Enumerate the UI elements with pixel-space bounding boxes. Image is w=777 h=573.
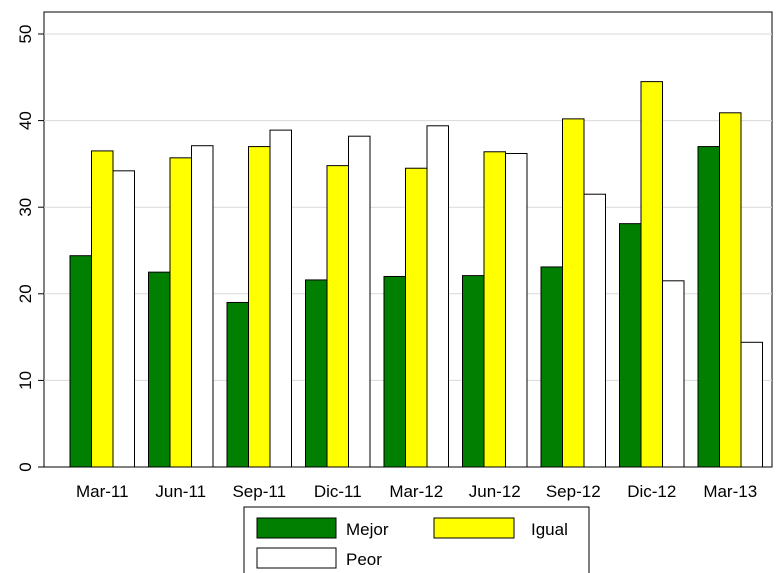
bar-igual-mar-13 [719, 112, 742, 468]
bar-igual-sep-12 [562, 118, 585, 468]
bar-igual-dic-11 [326, 165, 349, 468]
bar-igual-dic-12 [640, 81, 663, 468]
bar-peor-dic-11 [348, 135, 371, 468]
y-tick-label: 50 [16, 25, 35, 44]
bar-peor-dic-12 [662, 280, 685, 468]
x-axis: Mar-11 Jun-11 Sep-11 Dic-11 Mar-12 Jun-12 Sep-… [76, 482, 757, 501]
bar-mejor-mar-13 [697, 146, 720, 468]
bar-mejor-sep-11 [226, 301, 249, 468]
x-tick-label: Dic-12 [627, 482, 676, 501]
legend-swatch-mejor [256, 517, 337, 539]
x-tick-label: Jun-11 [155, 482, 206, 501]
bar-peor-sep-12 [583, 193, 606, 468]
bar-peor-mar-12 [426, 125, 449, 468]
bar-peor-mar-11 [112, 170, 135, 468]
bar-igual-jun-11 [169, 157, 192, 468]
bar-peor-sep-11 [269, 129, 292, 468]
bar-mejor-jun-12 [462, 275, 485, 468]
x-tick-label: Sep-11 [232, 482, 286, 501]
y-tick-label: 10 [16, 371, 35, 390]
bar-mejor-jun-11 [148, 271, 171, 468]
x-tick-label: Mar-12 [389, 482, 443, 501]
bar-igual-jun-12 [483, 151, 506, 468]
legend-label-igual: Igual [531, 520, 568, 539]
legend-label-peor: Peor [346, 550, 382, 569]
bar-igual-sep-11 [248, 146, 271, 468]
x-tick-label: Jun-12 [469, 482, 521, 501]
bar-mejor-mar-12 [383, 275, 406, 468]
bar-mejor-mar-11 [69, 255, 92, 468]
bar-mejor-sep-12 [540, 266, 563, 468]
y-tick-label: 20 [16, 284, 35, 303]
bar-peor-jun-11 [191, 145, 214, 468]
x-tick-label: Dic-11 [314, 482, 362, 501]
legend-swatch-peor [256, 547, 337, 569]
x-tick-label: Sep-12 [546, 482, 601, 501]
bar-mejor-dic-12 [619, 223, 642, 468]
bars [69, 81, 763, 468]
y-tick-label: 30 [16, 198, 35, 217]
y-tick-label: 0 [16, 462, 35, 471]
y-tick-label: 40 [16, 111, 35, 130]
legend: Mejor Igual Peor [243, 506, 590, 573]
bar-peor-jun-12 [505, 153, 528, 468]
bar-igual-mar-12 [405, 167, 428, 468]
y-axis: 0 10 20 30 40 50 [16, 25, 44, 472]
x-tick-label: Mar-13 [703, 482, 757, 501]
bar-mejor-dic-11 [305, 279, 328, 468]
x-tick-label: Mar-11 [76, 482, 129, 501]
bar-igual-mar-11 [91, 150, 114, 468]
legend-swatch-igual [433, 517, 515, 539]
legend-label-mejor: Mejor [346, 520, 389, 539]
bar-peor-mar-13 [740, 341, 763, 468]
